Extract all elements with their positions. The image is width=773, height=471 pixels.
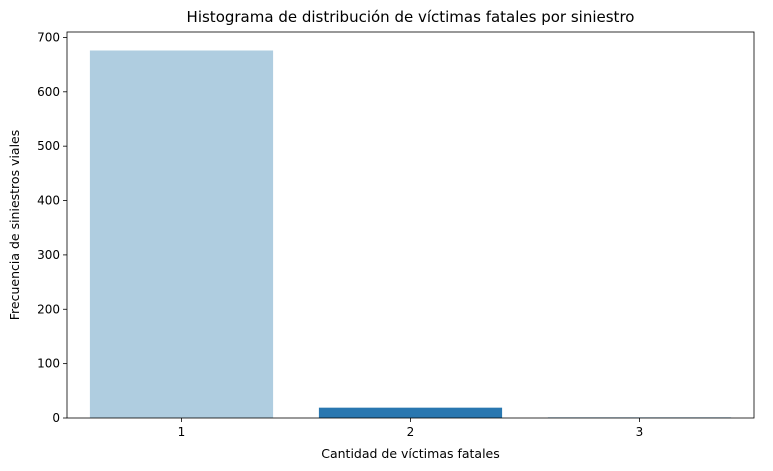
- y-axis-title: Frecuencia de siniestros viales: [7, 130, 22, 321]
- plot-frame: [66, 31, 755, 419]
- y-tick-label: 100: [37, 357, 60, 371]
- x-axis: 1 2 3: [178, 418, 644, 439]
- y-tick-label: 500: [37, 139, 60, 153]
- y-tick-label: 300: [37, 248, 60, 262]
- y-tick-label: 600: [37, 85, 60, 99]
- y-axis: 0 100 200 300 400 500 600 700: [37, 30, 67, 425]
- x-tick-label: 1: [178, 425, 186, 439]
- x-tick-label: 2: [407, 425, 415, 439]
- y-tick-label: 0: [52, 411, 60, 425]
- y-tick-label: 400: [37, 194, 60, 208]
- bar-2: [318, 407, 503, 418]
- x-tick-label: 3: [636, 425, 644, 439]
- bar-1: [89, 50, 274, 419]
- y-tick-label: 200: [37, 302, 60, 316]
- chart-title: Histograma de distribución de víctimas f…: [187, 8, 635, 26]
- x-axis-title: Cantidad de víctimas fatales: [321, 446, 500, 461]
- bars-group: [89, 50, 732, 419]
- y-tick-label: 700: [37, 30, 60, 44]
